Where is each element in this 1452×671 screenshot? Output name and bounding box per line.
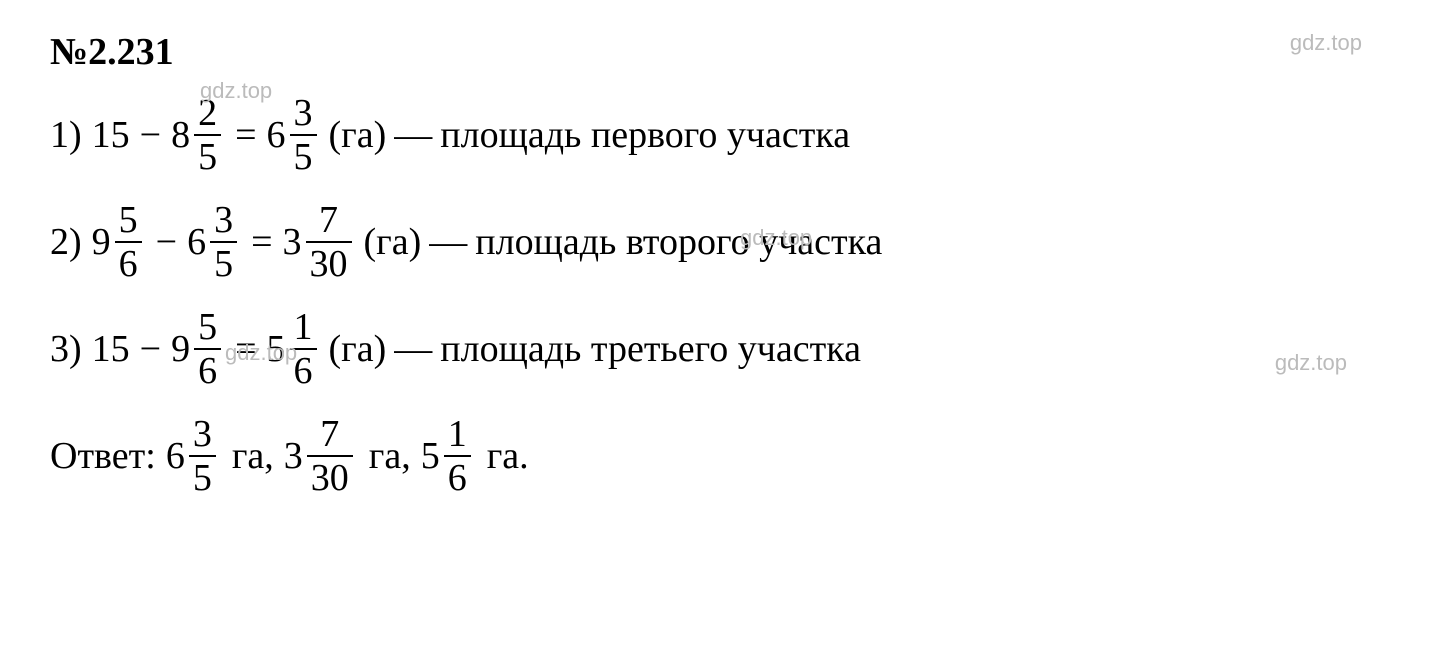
term-a: 9 5 6 (92, 201, 146, 283)
answer-item-2: 3 7 30 (284, 415, 357, 497)
solution-line-1: 1) 15 − 8 2 5 = 6 3 5 (га) — площадь пер… (50, 94, 1402, 176)
solution-line-3: 3) 15 − 9 5 6 = 5 1 6 (га) — площадь тре… (50, 308, 1402, 390)
fraction: 7 30 (306, 201, 352, 283)
whole-part: 9 (171, 330, 190, 368)
numerator: 2 (194, 94, 221, 134)
line-index: 3) (50, 330, 82, 368)
whole-part: 6 (187, 223, 206, 261)
numerator: 7 (316, 415, 343, 455)
equals-op: = (251, 223, 272, 261)
description: площадь первого участка (440, 116, 850, 154)
term-b: 6 3 5 (187, 201, 241, 283)
dash: — (429, 223, 467, 261)
whole-part: 6 (267, 116, 286, 154)
whole-part: 8 (171, 116, 190, 154)
fraction: 3 5 (290, 94, 317, 176)
minus-op: − (156, 223, 177, 261)
fraction: 2 5 (194, 94, 221, 176)
numerator: 1 (444, 415, 471, 455)
solution-line-2: 2) 9 5 6 − 6 3 5 = 3 7 30 (га) — площадь… (50, 201, 1402, 283)
numerator: 3 (189, 415, 216, 455)
equals-op: = (235, 330, 256, 368)
line-index: 1) (50, 116, 82, 154)
equals-op: = (235, 116, 256, 154)
separator: , (401, 437, 411, 475)
denominator: 30 (307, 455, 353, 497)
answer-line: Ответ: 6 3 5 га , 3 7 30 га , 5 1 6 га . (50, 415, 1402, 497)
whole-part: 9 (92, 223, 111, 261)
unit: га (487, 437, 519, 475)
fraction: 5 6 (194, 308, 221, 390)
fraction: 1 6 (290, 308, 317, 390)
separator: , (264, 437, 274, 475)
whole-part: 5 (421, 437, 440, 475)
fraction: 7 30 (307, 415, 353, 497)
whole-part: 5 (267, 330, 286, 368)
term-a: 15 (92, 116, 130, 154)
unit: га (369, 437, 401, 475)
answer-item-3: 5 1 6 (421, 415, 475, 497)
description: площадь третьего участка (440, 330, 861, 368)
denominator: 5 (194, 134, 221, 176)
term-b: 8 2 5 (171, 94, 225, 176)
numerator: 7 (315, 201, 342, 241)
denominator: 6 (115, 241, 142, 283)
denominator: 6 (194, 348, 221, 390)
denominator: 5 (189, 455, 216, 497)
numerator: 5 (194, 308, 221, 348)
denominator: 6 (290, 348, 317, 390)
numerator: 1 (290, 308, 317, 348)
term-a: 15 (92, 330, 130, 368)
numerator: 3 (290, 94, 317, 134)
denominator: 6 (444, 455, 471, 497)
answer-item-1: 6 3 5 (166, 415, 220, 497)
denominator: 5 (290, 134, 317, 176)
denominator: 30 (306, 241, 352, 283)
unit-label: (га) (364, 223, 422, 261)
line-index: 2) (50, 223, 82, 261)
minus-op: − (140, 330, 161, 368)
fraction: 5 6 (115, 201, 142, 283)
unit-label: (га) (329, 330, 387, 368)
whole-part: 6 (166, 437, 185, 475)
minus-op: − (140, 116, 161, 154)
terminator: . (519, 437, 529, 475)
whole-part: 3 (284, 437, 303, 475)
fraction: 3 5 (210, 201, 237, 283)
result: 6 3 5 (267, 94, 321, 176)
unit-label: (га) (329, 116, 387, 154)
result: 3 7 30 (283, 201, 356, 283)
problem-number: №2.231 (50, 30, 1402, 74)
term-b: 9 5 6 (171, 308, 225, 390)
numerator: 3 (210, 201, 237, 241)
fraction: 1 6 (444, 415, 471, 497)
description: площадь второго участка (475, 223, 882, 261)
numerator: 5 (115, 201, 142, 241)
result: 5 1 6 (267, 308, 321, 390)
dash: — (394, 330, 432, 368)
fraction: 3 5 (189, 415, 216, 497)
dash: — (394, 116, 432, 154)
whole-part: 3 (283, 223, 302, 261)
denominator: 5 (210, 241, 237, 283)
answer-label: Ответ: (50, 437, 156, 475)
unit: га (232, 437, 264, 475)
